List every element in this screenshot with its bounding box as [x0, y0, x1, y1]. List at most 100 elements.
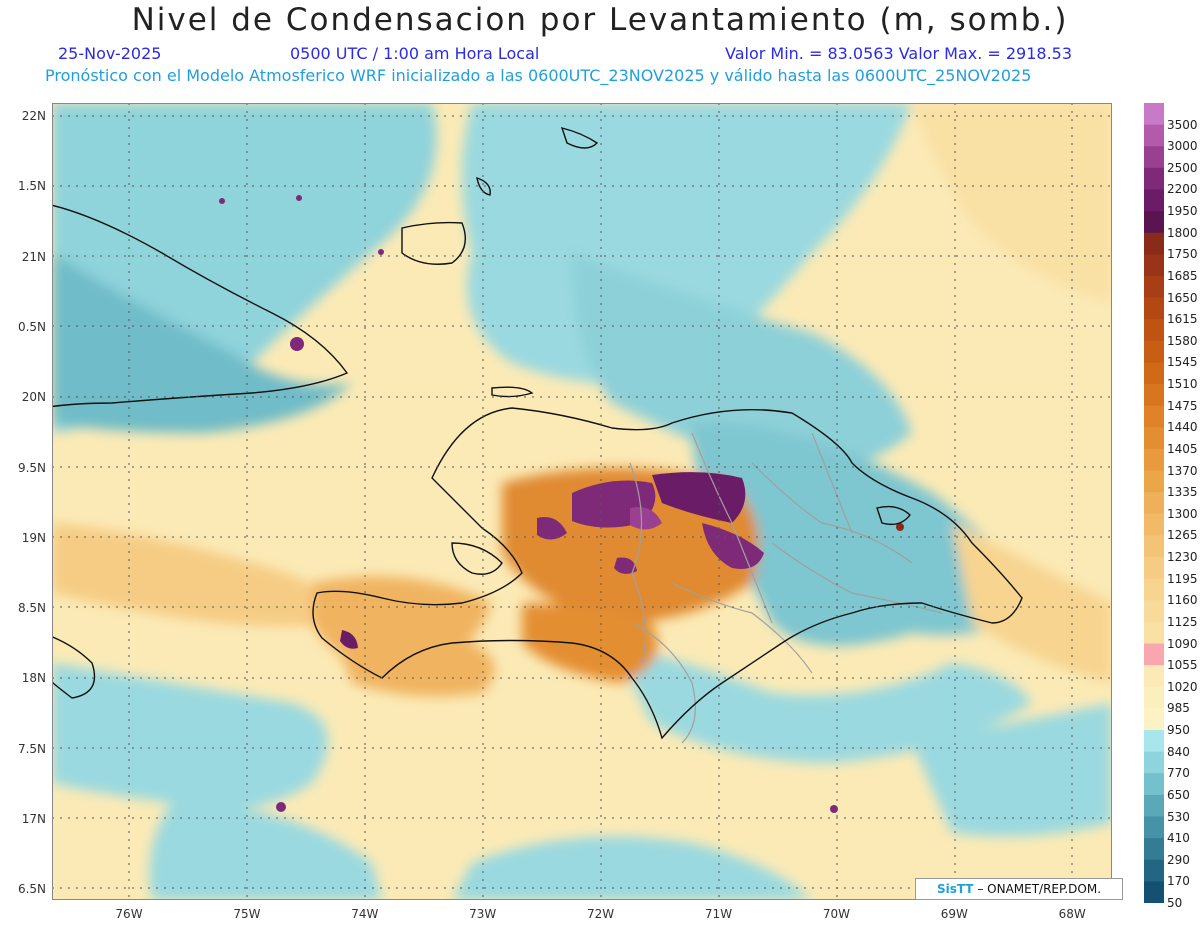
colorbar-label: 1545 [1167, 355, 1198, 370]
colorbar-label: 1335 [1167, 485, 1198, 500]
colorbar-swatch [1144, 189, 1164, 212]
lon-label: 69W [940, 907, 968, 921]
lon-label: 74W [351, 907, 379, 921]
colorbar-swatch [1144, 621, 1164, 645]
colorbar-swatch [1144, 103, 1164, 126]
colorbar-label: 1685 [1167, 268, 1198, 283]
lon-label: 72W [587, 907, 615, 921]
lon-label: 76W [115, 907, 143, 921]
colorbar-label: 1405 [1167, 441, 1198, 456]
colorbar-label: 985 [1167, 701, 1190, 716]
colorbar-label: 530 [1167, 809, 1190, 824]
lcl-maxima [219, 195, 904, 813]
colorbar-label: 1750 [1167, 247, 1198, 262]
colorbar-label: 950 [1167, 723, 1190, 738]
colorbar-label: 1800 [1167, 225, 1198, 240]
colorbar-label: 1055 [1167, 658, 1198, 673]
colorbar-swatch [1144, 167, 1164, 190]
lat-label: 22N [21, 109, 46, 123]
lat-label: 19N [21, 530, 46, 545]
colorbar-swatch [1144, 600, 1164, 623]
map-frame [52, 103, 1112, 900]
colorbar-swatch [1144, 730, 1164, 753]
colorbar [1144, 103, 1164, 903]
colorbar-swatch [1144, 578, 1164, 601]
colorbar-label: 1615 [1167, 312, 1198, 327]
colorbar-swatch [1144, 362, 1164, 385]
lon-label: 68W [1058, 907, 1086, 921]
colorbar-swatch [1144, 297, 1164, 320]
colorbar-label: 2500 [1167, 160, 1198, 175]
colorbar-label: 1370 [1167, 463, 1198, 478]
lat-label: 1.5N [17, 179, 46, 194]
sistt-logo: SisTT [936, 882, 974, 896]
lat-label: 9.5N [17, 460, 46, 475]
graticule [52, 103, 1112, 900]
colorbar-swatch [1144, 859, 1164, 882]
colorbar-label: 2200 [1167, 182, 1198, 197]
min-max-values: Valor Min. = 83.0563 Valor Max. = 2918.5… [725, 44, 1073, 63]
lat-label: 21N [21, 249, 46, 264]
colorbar-swatch [1144, 773, 1164, 796]
colorbar-swatch [1144, 124, 1164, 147]
colorbar-swatch [1144, 340, 1164, 363]
colorbar-swatch [1144, 838, 1164, 861]
colorbar-swatch [1144, 751, 1164, 774]
colorbar-label: 1650 [1167, 290, 1198, 305]
lat-label: 6.5N [17, 882, 46, 897]
colorbar-swatch [1144, 405, 1164, 428]
colorbar-label: 170 [1167, 874, 1190, 889]
colorbar-swatch [1144, 254, 1164, 277]
map-canvas [52, 103, 1112, 900]
lcl-shading [52, 103, 1112, 900]
colorbar-label: 840 [1167, 744, 1190, 759]
colorbar-label: 1580 [1167, 333, 1198, 348]
lon-label: 75W [233, 907, 261, 921]
colorbar-label: 1020 [1167, 679, 1198, 694]
colorbar-swatch [1144, 794, 1164, 818]
colorbar-swatch [1144, 146, 1164, 169]
colorbar-label: 1440 [1167, 420, 1198, 435]
lon-label: 70W [822, 907, 850, 921]
colorbar-label: 650 [1167, 787, 1190, 802]
colorbar-label: 1125 [1167, 614, 1198, 629]
colorbar-label: 1195 [1167, 571, 1198, 586]
lat-label: 8.5N [17, 601, 46, 616]
colorbar-swatch [1144, 427, 1164, 450]
colorbar-swatch [1144, 232, 1164, 255]
coastlines [52, 127, 1023, 740]
colorbar-swatch [1144, 686, 1164, 709]
colorbar-swatch [1144, 816, 1164, 839]
colorbar-label: 3000 [1167, 139, 1198, 154]
colorbar-label: 1230 [1167, 550, 1198, 565]
colorbar-label: 1950 [1167, 204, 1198, 219]
colorbar-swatch [1144, 708, 1164, 731]
colorbar-swatch [1144, 643, 1164, 666]
lat-label: 0.5N [17, 319, 46, 334]
map-title: Nivel de Condensacion por Levantamiento … [131, 2, 1069, 38]
province-borders [629, 432, 943, 744]
lon-label: 73W [469, 907, 497, 921]
colorbar-label: 1300 [1167, 506, 1198, 521]
lat-label: 17N [21, 812, 46, 826]
colorbar-label: 290 [1167, 852, 1190, 867]
colorbar-swatch [1144, 513, 1164, 536]
colorbar-label: 1510 [1167, 377, 1198, 392]
colorbar-label: 770 [1167, 766, 1190, 781]
colorbar-swatch [1144, 535, 1164, 558]
colorbar-swatch [1144, 557, 1164, 580]
colorbar-swatch [1144, 665, 1164, 688]
colorbar-swatch [1144, 492, 1164, 515]
colorbar-label: 410 [1167, 831, 1190, 846]
colorbar-swatch [1144, 470, 1164, 493]
colorbar-label: 3500 [1167, 117, 1198, 132]
colorbar-label: 1090 [1167, 636, 1198, 651]
colorbar-label: 1160 [1167, 593, 1198, 608]
forecast-time: 0500 UTC / 1:00 am Hora Local [290, 44, 540, 63]
colorbar-swatch [1144, 881, 1164, 903]
colorbar-label: 50 [1167, 896, 1183, 910]
model-subtitle: Pronóstico con el Modelo Atmosferico WRF… [45, 66, 1032, 85]
colorbar-label: 1265 [1167, 528, 1198, 543]
colorbar-label: 1475 [1167, 398, 1198, 413]
credit-box: SisTT – ONAMET/REP.DOM. [915, 878, 1123, 900]
